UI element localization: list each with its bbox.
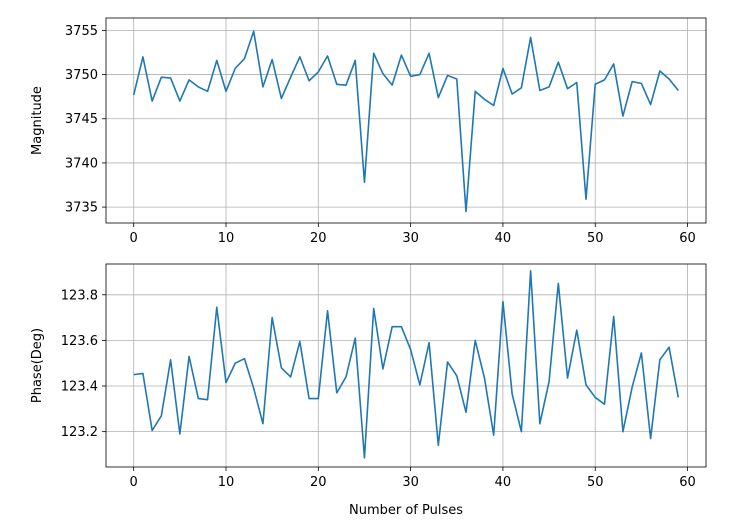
y-tick-label: 3745 xyxy=(65,112,98,127)
y-axis-label: Phase(Deg) xyxy=(30,328,45,403)
y-tick-label: 3740 xyxy=(65,156,98,171)
magnitude-panel: 0 10 20 30 40 50 60 3735 3740 3745 3750 3755 Magnitu… xyxy=(30,17,707,246)
plot-frame xyxy=(105,17,707,224)
x-tick-label: 10 xyxy=(218,475,235,490)
y-tick-label: 3755 xyxy=(65,24,98,39)
y-tick-label: 3750 xyxy=(65,68,98,83)
x-tick-label: 60 xyxy=(679,231,696,246)
x-tick-label: 40 xyxy=(495,475,512,490)
x-tick-label: 20 xyxy=(310,475,327,490)
x-tick-label: 30 xyxy=(402,475,419,490)
y-tick-label: 123.4 xyxy=(61,380,98,395)
y-axis-label: Magnitude xyxy=(30,86,45,155)
x-tick-label: 50 xyxy=(587,475,604,490)
y-tick-label: 123.8 xyxy=(61,288,98,303)
series-line xyxy=(132,30,679,213)
x-axis-label: Number of Pulses xyxy=(349,503,463,518)
phase-panel: 0 10 20 30 40 50 60 123.2 123.4 123.6 123.8 Phase(D… xyxy=(30,263,707,518)
series-line xyxy=(133,270,680,459)
x-tick-label: 10 xyxy=(218,231,235,246)
x-tick-label: 30 xyxy=(402,231,419,246)
plot-frame xyxy=(105,263,707,468)
y-tick-label: 123.6 xyxy=(61,334,98,349)
x-tick-label: 50 xyxy=(587,231,604,246)
x-tick-label: 60 xyxy=(679,475,696,490)
x-tick-label: 40 xyxy=(495,231,512,246)
x-tick-label: 0 xyxy=(130,475,138,490)
y-tick-label: 123.2 xyxy=(61,425,98,440)
x-tick-label: 20 xyxy=(310,231,327,246)
y-tick-label: 3735 xyxy=(65,201,98,216)
x-tick-label: 0 xyxy=(130,231,138,246)
